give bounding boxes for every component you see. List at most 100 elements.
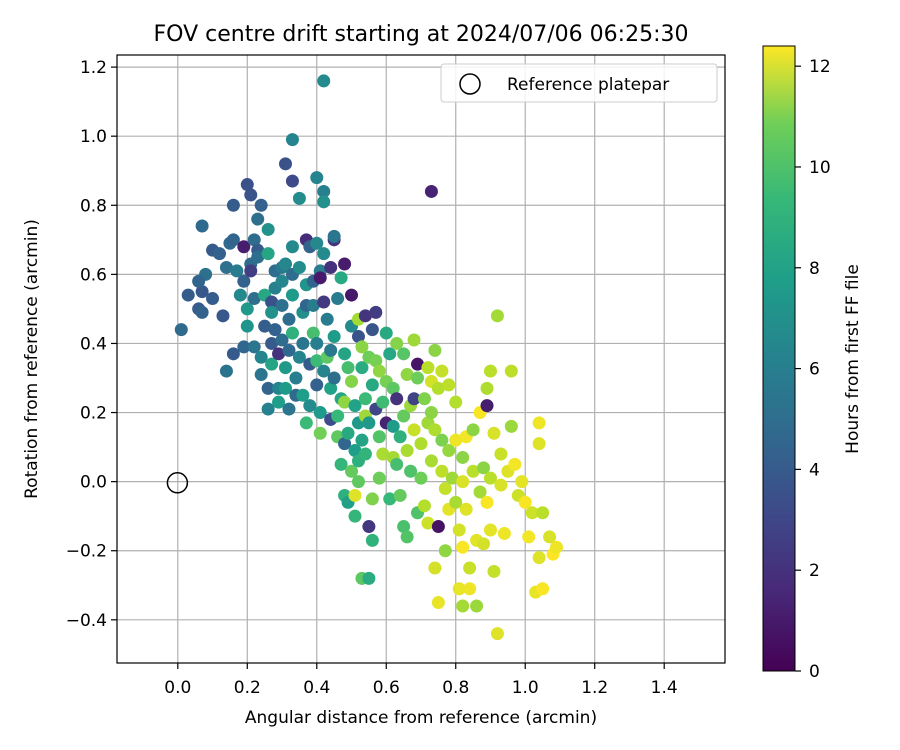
scatter-point	[327, 229, 341, 243]
scatter-point	[181, 288, 195, 302]
scatter-point	[452, 523, 466, 537]
scatter-point	[549, 540, 563, 554]
y-axis-label: Rotation from reference (arcmin)	[22, 219, 42, 499]
scatter-point	[532, 551, 546, 565]
scatter-point	[310, 378, 324, 392]
scatter-point	[483, 364, 497, 378]
scatter-point	[414, 471, 428, 485]
scatter-point	[317, 364, 331, 378]
scatter-point	[543, 530, 557, 544]
scatter-point	[417, 392, 431, 406]
scatter-point	[435, 433, 449, 447]
scatter-point	[456, 599, 470, 613]
y-tick-label: −0.2	[66, 542, 107, 562]
scatter-point	[379, 326, 393, 340]
scatter-point	[504, 364, 518, 378]
grid-lines	[117, 55, 725, 663]
scatter-point	[449, 495, 463, 509]
scatter-point	[417, 499, 431, 513]
scatter-point	[508, 457, 522, 471]
scatter-point	[477, 461, 491, 475]
scatter-point	[536, 582, 550, 596]
scatter-point	[345, 464, 359, 478]
scatter-point	[386, 419, 400, 433]
scatter-point	[317, 195, 331, 209]
scatter-point	[372, 471, 386, 485]
scatter-point	[216, 309, 230, 323]
scatter-point	[390, 392, 404, 406]
scatter-point	[414, 437, 428, 451]
scatter-point	[466, 464, 480, 478]
scatter-point	[348, 509, 362, 523]
scatter-point	[438, 544, 452, 558]
scatter-point	[240, 302, 254, 316]
scatter-point	[282, 402, 296, 416]
scatter-point	[265, 336, 279, 350]
scatter-point	[296, 388, 310, 402]
colorbar-tick-label: 2	[809, 561, 820, 581]
scatter-point	[192, 274, 206, 288]
scatter-point	[247, 292, 261, 306]
scatter-point	[313, 426, 327, 440]
scatter-point	[327, 330, 341, 344]
scatter-point	[400, 530, 414, 544]
scatter-point	[490, 627, 504, 641]
scatter-point	[372, 430, 386, 444]
scatter-point	[292, 350, 306, 364]
scatter-point	[237, 274, 251, 288]
scatter-point	[285, 133, 299, 147]
scatter-point	[272, 347, 286, 361]
x-tick-label: 1.0	[512, 678, 539, 698]
scatter-point	[438, 482, 452, 496]
plot-frame	[116, 54, 726, 664]
scatter-point	[393, 430, 407, 444]
y-tick-label: 1.2	[80, 58, 107, 78]
scatter-point	[324, 343, 338, 357]
scatter-point	[431, 596, 445, 610]
scatter-point	[525, 506, 539, 520]
scatter-point	[265, 305, 279, 319]
scatter-point	[376, 395, 390, 409]
scatter-point	[275, 333, 289, 347]
scatter-point	[292, 191, 306, 205]
scatter-point	[313, 406, 327, 420]
y-tick-label: −0.4	[66, 611, 107, 631]
scatter-point	[327, 371, 341, 385]
legend: Reference platepar	[440, 63, 718, 103]
x-tick-label: 1.4	[651, 678, 678, 698]
legend-box	[440, 63, 718, 103]
scatter-point	[279, 157, 293, 171]
scatter-point	[331, 409, 345, 423]
scatter-point	[251, 212, 265, 226]
y-tick-label: 0.6	[80, 265, 107, 285]
scatter-point	[456, 540, 470, 554]
colorbar-tick-label: 4	[809, 460, 820, 480]
scatter-point	[358, 309, 372, 323]
scatter-point	[254, 368, 268, 382]
colorbar-tick-label: 10	[809, 158, 831, 178]
x-axis-label: Angular distance from reference (arcmin)	[245, 708, 597, 728]
scatter-point	[421, 516, 435, 530]
scatter-point	[494, 447, 508, 461]
x-tick-label: 0.4	[303, 678, 330, 698]
scatter-point	[376, 447, 390, 461]
scatter-point	[279, 381, 293, 395]
scatter-point	[449, 395, 463, 409]
scatter-point	[477, 537, 491, 551]
scatter-point	[331, 292, 345, 306]
scatter-point	[522, 530, 536, 544]
scatter-point	[338, 395, 352, 409]
scatter-point	[285, 326, 299, 340]
scatter-point	[206, 292, 220, 306]
scatter-point	[310, 171, 324, 185]
colorbar-tick-label: 0	[809, 662, 820, 682]
scatter-point	[428, 561, 442, 575]
scatter-point	[233, 288, 247, 302]
scatter-point	[317, 74, 331, 88]
scatter-point	[400, 368, 414, 382]
scatter-point	[334, 457, 348, 471]
scatter-point	[404, 464, 418, 478]
y-tick-label: 1.0	[80, 127, 107, 147]
scatter-point	[411, 357, 425, 371]
x-tick-label: 0.6	[373, 678, 400, 698]
